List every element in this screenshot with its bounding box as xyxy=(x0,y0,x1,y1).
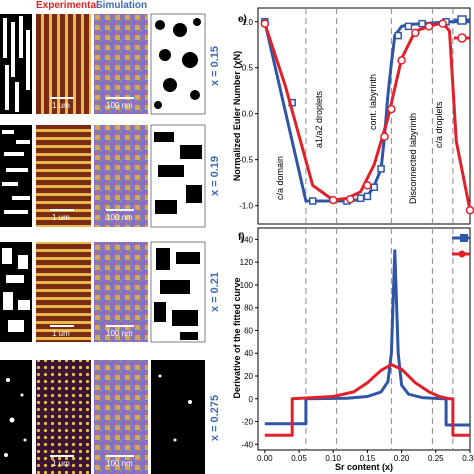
e-red-marker-10 xyxy=(465,205,474,215)
e-blue-marker-10 xyxy=(418,19,426,28)
row-label-3: x = 0.21 xyxy=(209,272,221,312)
e-red-marker-5 xyxy=(387,104,396,114)
f-ytick-label-2: 100 xyxy=(240,281,254,290)
annotation-cont-labyrinth: cont. labyrinth xyxy=(368,74,378,130)
f-ytick-label-4: 60 xyxy=(244,326,253,335)
row-label-2: x = 0.19 xyxy=(209,156,221,196)
scale-exp-2: 1 um xyxy=(52,213,70,222)
f-ytick-label-8: -20 xyxy=(241,418,253,427)
e-blue-marker-4 xyxy=(356,194,365,203)
e-red-marker-2 xyxy=(346,194,355,204)
f-xtick-label-6: 0.30 xyxy=(462,454,474,463)
f-xtick-label-3: 0.15 xyxy=(360,454,376,463)
e-red-marker-7 xyxy=(411,28,420,38)
header-experimental: Experimental xyxy=(36,0,99,11)
scale-sim-4: 100 nm xyxy=(106,459,133,468)
e-ytick-label-3: -0.5 xyxy=(239,156,253,165)
f-ytick-label-7: 0 xyxy=(249,395,254,404)
row-4-images xyxy=(0,360,205,474)
e-ytick-label-1: 0.5 xyxy=(242,64,254,73)
e-red-marker-6 xyxy=(397,56,406,65)
e-blue-marker-9 xyxy=(404,22,413,31)
f-ytick-label-9: -40 xyxy=(241,440,253,449)
chart-f: f) Derivative of the fitted curve Sr con… xyxy=(232,227,474,472)
e-red-marker-8 xyxy=(424,22,434,31)
f-ytick-label-5: 40 xyxy=(244,349,253,358)
chart-f-panel-label: f) xyxy=(238,232,245,243)
chart-f-legend xyxy=(452,234,470,258)
chart-e-panel-label: e) xyxy=(238,14,247,25)
row-3-images xyxy=(0,241,206,343)
row-label-4: x = 0.275 xyxy=(209,395,221,441)
row-1-images xyxy=(0,13,206,115)
f-ytick-label-3: 80 xyxy=(244,304,253,313)
scale-labels: 1 um 100 nm 1 um 100 nm 1 um 100 nm 1 um… xyxy=(52,101,133,468)
e-ytick-label-0: 1.0 xyxy=(242,18,254,27)
scale-sim-3: 100 nm xyxy=(106,329,133,338)
f-xtick-label-5: 0.25 xyxy=(428,454,444,463)
e-blue-marker-7 xyxy=(377,165,385,173)
scale-sim-2: 100 nm xyxy=(106,213,133,222)
row-label-1: x = 0.15 xyxy=(209,46,221,86)
f-series-red-line xyxy=(264,363,470,437)
e-blue-marker-5 xyxy=(363,192,372,201)
chart-e-annotations: c/a domain a1/a2 droplets cont. labyrint… xyxy=(275,74,444,204)
e-red-marker-4 xyxy=(380,132,389,141)
e-blue-marker-6 xyxy=(370,183,379,191)
f-ytick-label-1: 120 xyxy=(240,258,254,267)
scale-exp-1: 1 um xyxy=(52,101,70,110)
scale-exp-4: 1 um xyxy=(52,459,70,468)
e-red-marker-3 xyxy=(363,181,372,190)
annotation-ca-domain: c/a domain xyxy=(275,156,285,200)
e-series-red-line xyxy=(263,21,472,211)
f-xtick-label-0: 0.00 xyxy=(257,454,273,463)
f-ytick-label-0: 140 xyxy=(240,235,254,244)
chart-e: e) Normalized Euler Number (χN) 1.0 0.5 0.… xyxy=(232,7,474,225)
f-xtick-label-1: 0.05 xyxy=(291,454,307,463)
chart-e-ylabel: Normalized Euler Number (χN) xyxy=(232,51,242,181)
e-ytick-label-2: 0.0 xyxy=(242,110,254,119)
f-xtick-label-2: 0.10 xyxy=(325,454,341,463)
chart-f-xlabel: Sr content (x) xyxy=(335,462,393,472)
chart-e-legend xyxy=(454,15,470,43)
f-xtick-label-4: 0.20 xyxy=(394,454,410,463)
scale-exp-3: 1 um xyxy=(52,329,70,338)
annotation-ca-droplets: c/a droplets xyxy=(434,101,444,148)
chart-f-ylabel: Derivative of the fitted curve xyxy=(232,277,242,398)
e-blue-marker-8 xyxy=(394,31,402,40)
scale-sim-1: 100 nm xyxy=(106,101,133,110)
e-red-marker-1 xyxy=(328,195,338,205)
e-red-marker-9 xyxy=(438,19,447,28)
annotation-disconnected-labyrinth: Disconnected labyrinth xyxy=(408,113,418,204)
e-red-marker-0 xyxy=(260,19,270,28)
annotation-a1a2-droplets: a1/a2 droplets xyxy=(314,90,324,148)
e-blue-marker-2 xyxy=(308,197,317,205)
header-simulation: Simulation xyxy=(96,0,148,11)
row-2-images xyxy=(0,124,206,228)
scale-bars xyxy=(50,97,134,457)
chart-f-frame xyxy=(257,227,471,451)
f-ytick-label-6: 20 xyxy=(244,372,253,381)
e-ytick-label-4: -1.0 xyxy=(239,202,253,211)
